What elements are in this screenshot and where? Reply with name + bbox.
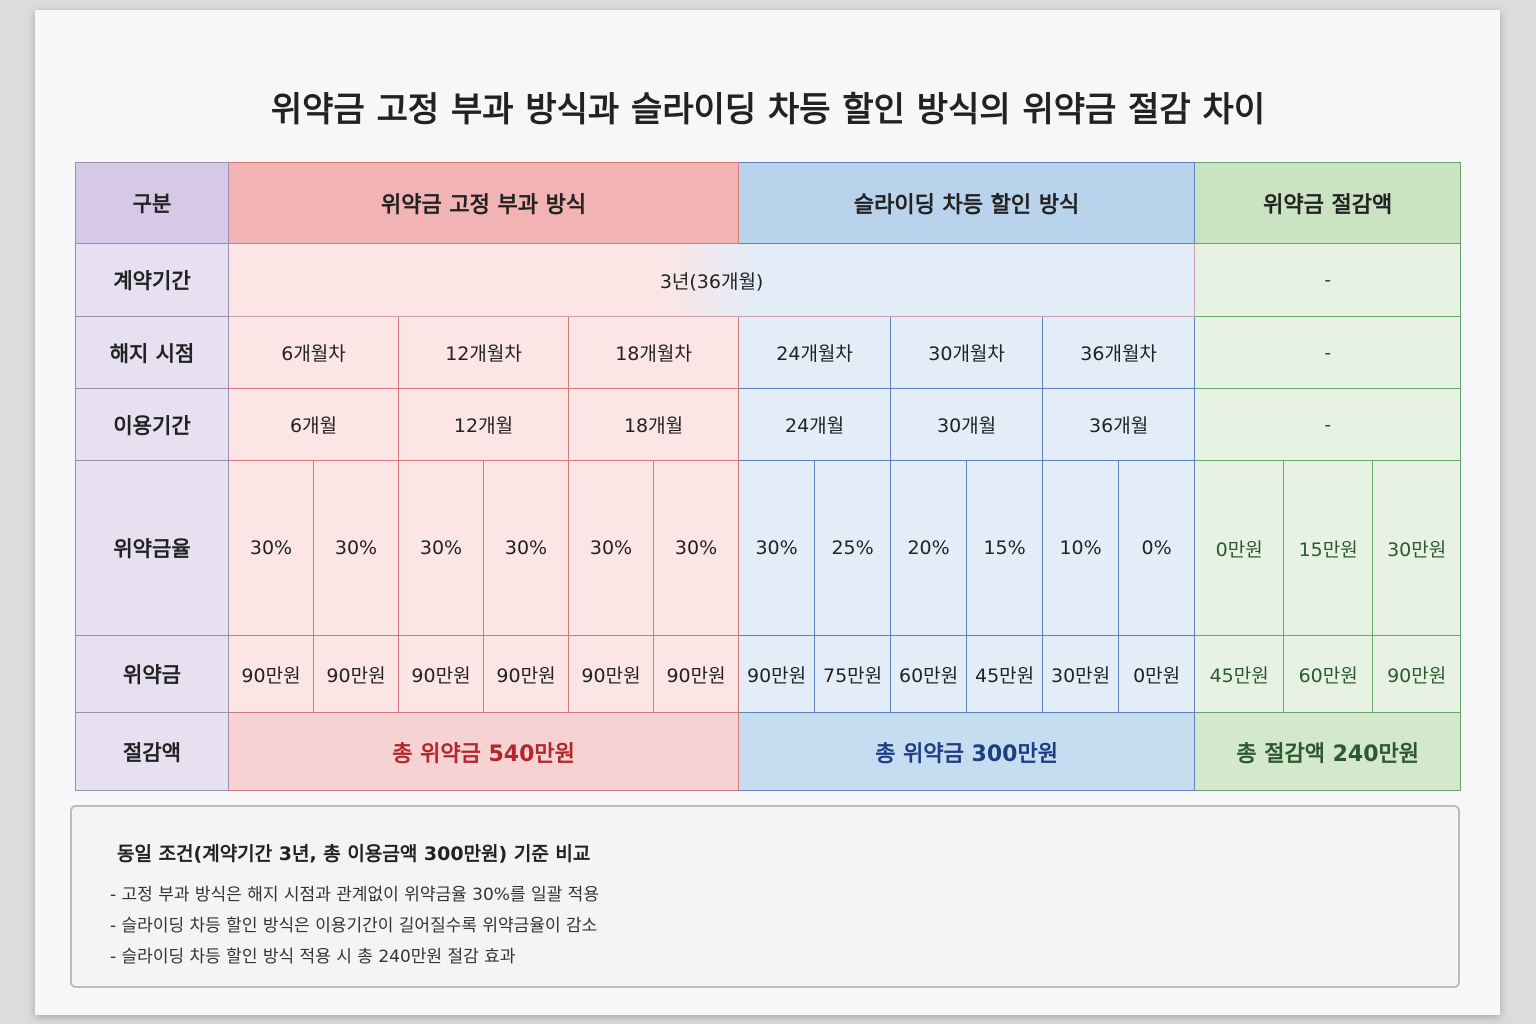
total-cell: 총 위약금 300만원 — [738, 712, 1196, 791]
cell: 15% — [966, 460, 1044, 636]
cell: 30% — [652, 460, 740, 636]
cell: 30만원 — [1372, 460, 1462, 636]
note-item: - 슬라이딩 차등 할인 방식은 이용기간이 길어질수록 위약금율이 감소 — [110, 916, 598, 936]
row-label: 절감액 — [75, 712, 229, 791]
cell: - — [1194, 388, 1462, 461]
cell: 90만원 — [398, 635, 484, 713]
cell: 45만원 — [966, 635, 1044, 713]
cell: 90만원 — [1372, 635, 1462, 713]
cell: 30% — [738, 460, 816, 636]
header-cell: 위약금 고정 부과 방식 — [227, 162, 740, 244]
cell: 30% — [228, 460, 314, 636]
cell: 0% — [1118, 460, 1196, 636]
table-row: 이용기간 6개월 12개월 18개월 24개월 30개월 36개월 - — [75, 388, 1462, 461]
cell: 36개월 — [1042, 388, 1196, 461]
cell: 3년(36개월) — [227, 243, 1196, 317]
table-row: 구분 위약금 고정 부과 방식 슬라이딩 차등 할인 방식 위약금 절감액 — [75, 162, 1462, 244]
cell: 45만원 — [1194, 635, 1285, 713]
cell: 0만원 — [1194, 460, 1285, 636]
cell: 90만원 — [483, 635, 569, 713]
cell: 30개월 — [890, 388, 1044, 461]
cell: 0만원 — [1118, 635, 1196, 713]
cell: 30% — [313, 460, 399, 636]
row-label: 위약금율 — [75, 460, 229, 636]
cell: - — [1194, 316, 1462, 389]
table-row: 해지 시점 6개월차 12개월차 18개월차 24개월차 30개월차 36개월차 - — [75, 316, 1462, 389]
cell: 30개월차 — [890, 316, 1044, 389]
cell: 12개월차 — [398, 316, 569, 389]
cell: 36개월차 — [1042, 316, 1196, 389]
cell: 12개월 — [398, 388, 569, 461]
cell: 90만원 — [568, 635, 654, 713]
cell: 18개월차 — [567, 316, 740, 389]
row-label: 이용기간 — [75, 388, 229, 461]
cell: 90만원 — [738, 635, 816, 713]
cell: 15만원 — [1283, 460, 1374, 636]
header-cell: 슬라이딩 차등 할인 방식 — [738, 162, 1196, 244]
title: 위약금 고정 부과 방식과 슬라이딩 차등 할인 방식의 위약금 절감 차이 — [270, 90, 1266, 130]
cell: - — [1194, 243, 1462, 317]
table-row: 위약금율 30% 30% 30% 30% 30% 30% 30% 25% 20% 15% 10% 0% 0… — [75, 460, 1462, 636]
note-heading: 동일 조건(계약기간 3년, 총 이용금액 300만원) 기준 비교 — [117, 843, 591, 865]
cell: 25% — [814, 460, 892, 636]
header-cell: 구분 — [75, 162, 229, 244]
note-item: - 고정 부과 방식은 해지 시점과 관계없이 위약금율 30%를 일괄 적용 — [110, 885, 599, 905]
cell: 6개월차 — [228, 316, 399, 389]
table-row: 절감액 총 위약금 540만원 총 위약금 300만원 총 절감액 240만원 — [75, 712, 1462, 791]
cell: 10% — [1042, 460, 1120, 636]
note-item: - 슬라이딩 차등 할인 방식 적용 시 총 240만원 절감 효과 — [110, 947, 516, 967]
cell: 18개월 — [567, 388, 740, 461]
cell: 60만원 — [890, 635, 968, 713]
header-cell: 위약금 절감액 — [1194, 162, 1462, 244]
cell: 30만원 — [1042, 635, 1120, 713]
cell: 90만원 — [313, 635, 399, 713]
row-label: 해지 시점 — [75, 316, 229, 389]
cell: 60만원 — [1283, 635, 1374, 713]
comparison-table: 구분 위약금 고정 부과 방식 슬라이딩 차등 할인 방식 위약금 절감액 계약기간 3년… — [75, 162, 1462, 791]
cell: 6개월 — [228, 388, 399, 461]
row-label: 위약금 — [75, 635, 229, 713]
cell: 30% — [568, 460, 654, 636]
total-cell: 총 절감액 240만원 — [1194, 712, 1462, 791]
cell: 20% — [890, 460, 968, 636]
total-cell: 총 위약금 540만원 — [227, 712, 740, 791]
cell: 30% — [483, 460, 569, 636]
cell: 90만원 — [652, 635, 740, 713]
note-box: 동일 조건(계약기간 3년, 총 이용금액 300만원) 기준 비교 - 고정 … — [70, 805, 1460, 988]
cell: 24개월 — [738, 388, 892, 461]
table-row: 위약금 90만원 90만원 90만원 90만원 90만원 90만원 90만원 75만원 60만원 4… — [75, 635, 1462, 713]
cell: 24개월차 — [738, 316, 892, 389]
table-row: 계약기간 3년(36개월) - — [75, 243, 1462, 317]
cell: 30% — [398, 460, 484, 636]
cell: 75만원 — [814, 635, 892, 713]
row-label: 계약기간 — [75, 243, 229, 317]
cell: 90만원 — [228, 635, 314, 713]
